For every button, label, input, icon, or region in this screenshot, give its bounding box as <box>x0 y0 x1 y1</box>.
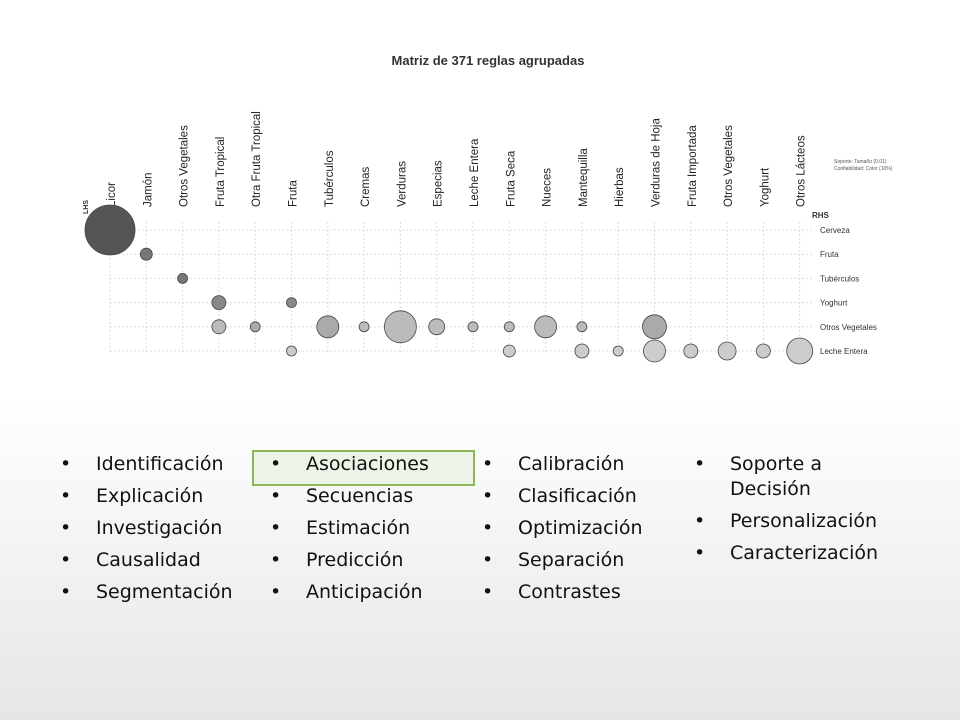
lhs-label: LHS <box>83 200 90 214</box>
bubble <box>576 321 588 333</box>
column-label: Cremas <box>360 166 372 207</box>
row-label: Otros Vegetales <box>820 323 877 332</box>
bubble <box>428 318 446 336</box>
bubble <box>643 339 666 363</box>
bullet-item: Causalidad <box>60 548 260 573</box>
bullet-item: Clasificación <box>482 484 682 509</box>
bubble <box>717 341 737 361</box>
column-label: Yoghurt <box>759 167 771 207</box>
bubble <box>139 247 153 261</box>
bullet-item: Predicción <box>270 548 470 573</box>
bubble <box>211 295 227 311</box>
column-label: Tubérculos <box>324 150 336 207</box>
bubble <box>286 297 297 309</box>
column-label: Jamón <box>142 172 154 207</box>
matrix-title: Matriz de 371 reglas agrupadas <box>392 53 585 68</box>
bullet-item: Contrastes <box>482 580 682 605</box>
bubble <box>612 345 624 357</box>
column-label: Otra Fruta Tropical <box>251 111 263 207</box>
bullet-item: Explicación <box>60 484 260 509</box>
bullet-item: Investigación <box>60 516 260 541</box>
bullet-item: Calibración <box>482 452 682 477</box>
bubble <box>503 321 515 333</box>
column-label: Fruta Tropical <box>215 137 227 207</box>
column-label: Fruta Seca <box>505 150 517 207</box>
bullet-item: Asociaciones <box>270 452 470 477</box>
bullet-item: Separación <box>482 548 682 573</box>
row-label: Yoghurt <box>820 299 848 308</box>
legend-entry: Confiabilidad: Color (10%) <box>834 166 893 172</box>
bullet-list: Asociaciones Secuencias Estimación Predicci… <box>270 452 470 612</box>
bubble <box>467 321 479 333</box>
row-label: Fruta <box>820 250 839 259</box>
bubble <box>534 315 557 339</box>
row-label: Cerveza <box>820 226 850 235</box>
column-label: Verduras de Hoja <box>651 118 663 207</box>
bullet-item: Secuencias <box>270 484 470 509</box>
bullet-item: Soporte a Decisión <box>694 452 884 502</box>
bubble <box>211 319 227 335</box>
bullet-list: Calibración Clasificación Optimización Sepa… <box>482 452 682 612</box>
bullet-item: Caracterización <box>694 541 884 566</box>
bullet-item: Optimización <box>482 516 682 541</box>
column-label: Fruta <box>288 180 300 207</box>
bullet-item: Identificación <box>60 452 260 477</box>
row-label: Tubérculos <box>820 274 859 283</box>
bullet-item: Anticipación <box>270 580 470 605</box>
column-label: Verduras <box>396 161 408 207</box>
bullet-item: Estimación <box>270 516 470 541</box>
bubble <box>574 343 590 359</box>
bullet-item: Segmentación <box>60 580 260 605</box>
bullet-list: Soporte a Decisión Personalización Caracte… <box>694 452 884 573</box>
bubble <box>316 315 340 339</box>
bullet-list: Identificación Explicación Investigación Ca… <box>60 452 260 612</box>
column-label: Otros Lácteos <box>796 135 808 207</box>
bubble <box>756 343 771 359</box>
legend-entry: Soporte: Tamaño (0.01) <box>834 159 887 165</box>
bubble <box>358 321 370 333</box>
bubble <box>683 343 699 359</box>
column-label: Nueces <box>542 168 554 207</box>
column-label: Hierbas <box>614 167 626 207</box>
matrix-chart: Matriz de 371 reglas agrupadas LHS RHS S… <box>83 53 893 365</box>
column-label: Otros Vegetales <box>723 125 735 207</box>
column-label: Fruta Importada <box>687 125 699 207</box>
bubble <box>502 344 516 358</box>
column-label: Otros Vegetales <box>179 125 191 207</box>
column-label: Leche Entera <box>469 138 481 207</box>
bubble <box>286 345 297 357</box>
bubble <box>84 204 136 256</box>
rhs-label: RHS <box>812 211 830 220</box>
bubble <box>383 310 417 344</box>
column-label: Especias <box>433 160 445 207</box>
bubble <box>249 321 261 333</box>
bubble <box>177 272 189 284</box>
bullet-item: Personalización <box>694 509 884 534</box>
row-label: Leche Entera <box>820 347 868 356</box>
bubble <box>642 314 667 340</box>
column-label: Licor <box>106 182 118 207</box>
column-label: Mantequilla <box>578 148 590 207</box>
bubble <box>786 337 814 365</box>
